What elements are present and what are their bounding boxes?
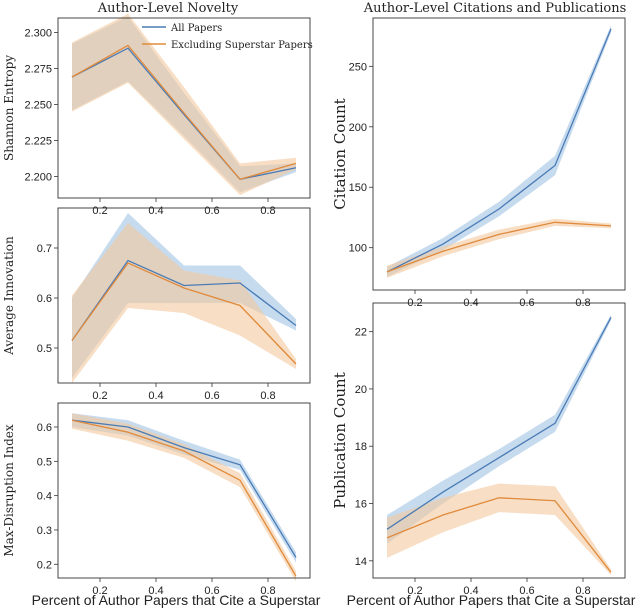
innovation-y-tick-label: 0.7 <box>37 243 52 255</box>
citations-y-axis-label: Citation Count <box>331 98 349 209</box>
disruption-series-line-0 <box>71 419 297 558</box>
citations-axes-frame <box>372 17 626 291</box>
publications-x-tick-label: 0.6 <box>519 585 534 597</box>
innovation-x-tick-label: 0.4 <box>148 390 163 402</box>
publications-x-tick-label: 0.4 <box>463 585 478 597</box>
shannon-axes-frame <box>57 17 311 199</box>
disruption-x-tick-label: 0.6 <box>204 585 219 597</box>
shannon-y-tick-label: 2.275 <box>24 63 52 75</box>
legend-label-excluding-superstar: Excluding Superstar Papers <box>171 40 313 51</box>
innovation-y-tick-label: 0.6 <box>37 293 52 305</box>
innovation-series-line-1 <box>71 262 297 365</box>
shannon-ci-band-1 <box>72 13 296 196</box>
disruption-x-tick-label: 0.8 <box>260 585 275 597</box>
disruption-y-tick-label: 0.4 <box>37 491 52 503</box>
publications-x-tick-label: 0.8 <box>575 585 590 597</box>
right-x-axis-label: Percent of Author Papers that Cite a Sup… <box>347 592 636 608</box>
left-column-title: Author-Level Novelty <box>97 1 239 16</box>
citations-series-line-1 <box>386 221 612 273</box>
shannon-x-tick-label: 0.2 <box>92 205 107 217</box>
citations-y-tick-label: 250 <box>349 61 367 73</box>
shannon-x-tick-label: 0.4 <box>148 205 163 217</box>
citations-y-tick-label: 200 <box>349 122 367 134</box>
legend-label-all-papers: All Papers <box>170 23 222 34</box>
publications-y-tick-label: 14 <box>355 556 367 568</box>
publications-y-tick-label: 16 <box>355 499 367 511</box>
shannon-y-tick-label: 2.250 <box>24 99 52 111</box>
shannon-y-tick-label: 2.200 <box>24 171 52 183</box>
innovation-y-axis-label: Average Innovation <box>2 236 16 356</box>
citations-ci-band-1 <box>387 218 611 278</box>
shannon-series-line-0 <box>71 47 297 181</box>
disruption-x-tick-label: 0.4 <box>148 585 163 597</box>
shannon-x-tick-label: 0.8 <box>260 205 275 217</box>
publications-axes-frame <box>372 302 626 579</box>
publications-y-tick-label: 22 <box>355 327 367 339</box>
publications-series-line-1 <box>386 497 612 573</box>
disruption-y-tick-label: 0.2 <box>37 559 52 571</box>
disruption-axes-frame <box>57 402 311 579</box>
publications-ci-band-0 <box>387 314 611 544</box>
max-disruption-panel: 0.2 0.4 0.6 0.8 0.2 0.3 0.4 0.5 0.6 Max-Disruptio… <box>2 402 311 597</box>
shannon-x-tick-label: 0.6 <box>204 205 219 217</box>
publications-y-axis-label: Publication Count <box>331 372 349 508</box>
shannon-series-line-1 <box>71 44 297 181</box>
disruption-x-tick-label: 0.2 <box>92 585 107 597</box>
disruption-y-tick-label: 0.5 <box>37 456 52 468</box>
citations-y-tick-label: 150 <box>349 182 367 194</box>
innovation-x-tick-label: 0.6 <box>204 390 219 402</box>
publications-ci-band-1 <box>387 483 611 576</box>
average-innovation-panel: 0.2 0.4 0.6 0.8 0.5 0.6 0.7 Average Innovation <box>2 207 311 402</box>
disruption-y-tick-label: 0.3 <box>37 525 52 537</box>
innovation-x-tick-label: 0.8 <box>260 390 275 402</box>
shannon-y-tick-label: 2.300 <box>24 27 52 39</box>
publications-x-tick-label: 0.2 <box>407 585 422 597</box>
disruption-y-tick-label: 0.6 <box>37 422 52 434</box>
publications-y-tick-label: 20 <box>355 384 367 396</box>
publications-series-line-0 <box>386 316 612 530</box>
publications-y-tick-label: 18 <box>355 441 367 453</box>
shannon-y-tick-label: 2.225 <box>24 135 52 147</box>
innovation-series-line-0 <box>71 259 297 341</box>
innovation-x-tick-label: 0.2 <box>92 390 107 402</box>
innovation-y-tick-label: 0.5 <box>37 343 52 355</box>
citations-y-tick-label: 100 <box>349 243 367 255</box>
legend: All Papers Excluding Superstar Papers <box>142 23 313 51</box>
disruption-series-line-1 <box>71 419 297 577</box>
left-x-axis-label: Percent of Author Papers that Cite a Sup… <box>32 592 321 608</box>
citations-series-line-0 <box>386 28 612 273</box>
disruption-y-axis-label: Max-Disruption Index <box>2 424 16 556</box>
publication-count-panel: 0.2 0.4 0.6 0.8 14 16 18 20 22 Publication Count <box>331 302 626 597</box>
shannon-entropy-panel: 0.2 0.4 0.6 0.8 2.200 2.225 2.250 2.275 2.300 Sha… <box>2 13 311 217</box>
right-column-title: Author-Level Citations and Publications <box>363 1 627 16</box>
innovation-axes-frame <box>57 207 311 384</box>
shannon-y-axis-label: Shannon Entropy <box>2 55 16 161</box>
